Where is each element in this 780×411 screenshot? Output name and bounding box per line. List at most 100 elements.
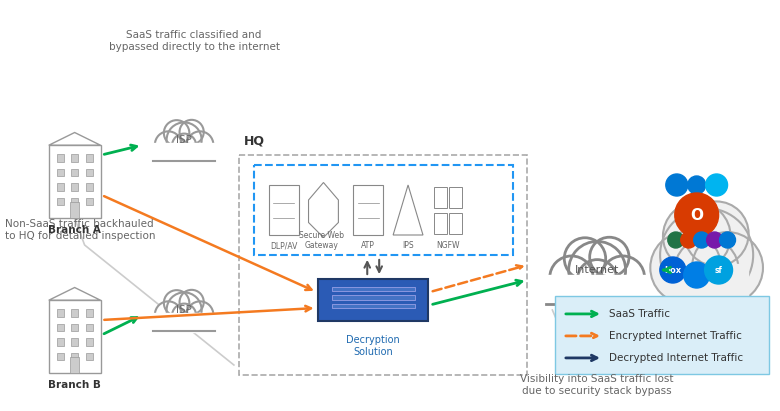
Text: Visibility into SaaS traffic lost
due to security stack bypass: Visibility into SaaS traffic lost due to… <box>520 374 674 396</box>
Circle shape <box>164 290 190 316</box>
FancyBboxPatch shape <box>318 279 428 321</box>
Circle shape <box>681 232 697 248</box>
Bar <box>665 263 748 314</box>
Text: SaaS Traffic: SaaS Traffic <box>609 309 670 319</box>
Circle shape <box>590 237 629 277</box>
Text: O: O <box>690 208 704 222</box>
Circle shape <box>668 232 684 248</box>
Circle shape <box>660 257 686 283</box>
Text: Branch A: Branch A <box>48 225 101 235</box>
Circle shape <box>706 174 728 196</box>
Bar <box>86 198 93 205</box>
Circle shape <box>684 201 749 266</box>
Circle shape <box>666 174 688 196</box>
Bar <box>86 353 93 360</box>
Bar <box>57 309 63 317</box>
Circle shape <box>569 241 626 299</box>
Bar <box>71 198 78 205</box>
Circle shape <box>186 301 214 328</box>
Text: IPS: IPS <box>402 241 414 250</box>
Circle shape <box>693 232 710 248</box>
Bar <box>71 154 78 162</box>
Circle shape <box>155 132 182 158</box>
Bar <box>57 183 63 191</box>
Circle shape <box>675 193 718 237</box>
Bar <box>434 187 447 208</box>
Bar <box>86 309 93 317</box>
Text: DLP/AV: DLP/AV <box>270 241 297 250</box>
Circle shape <box>720 232 736 248</box>
Text: Decrypted Internet Traffic: Decrypted Internet Traffic <box>609 353 743 363</box>
Bar <box>332 287 415 291</box>
Circle shape <box>601 256 644 300</box>
Text: ISP: ISP <box>176 305 192 315</box>
Circle shape <box>577 260 617 299</box>
Circle shape <box>186 132 214 158</box>
Bar <box>71 169 78 176</box>
Circle shape <box>172 304 197 328</box>
Bar <box>71 183 78 191</box>
Circle shape <box>707 232 722 248</box>
Circle shape <box>164 120 190 146</box>
Text: NGFW: NGFW <box>436 241 459 250</box>
Bar <box>434 212 447 233</box>
FancyBboxPatch shape <box>269 185 299 235</box>
Bar <box>71 338 78 346</box>
Text: Secure Web
Gateway: Secure Web Gateway <box>299 231 344 250</box>
FancyBboxPatch shape <box>254 165 512 255</box>
FancyBboxPatch shape <box>239 155 527 375</box>
Bar <box>57 323 63 331</box>
Text: Decryption
Solution: Decryption Solution <box>346 335 400 357</box>
Circle shape <box>172 134 197 158</box>
Circle shape <box>688 176 706 194</box>
Bar <box>86 183 93 191</box>
Bar <box>153 313 215 332</box>
Bar <box>71 323 78 331</box>
Circle shape <box>167 292 202 328</box>
Text: box: box <box>665 266 682 275</box>
Text: Encrypted Internet Traffic: Encrypted Internet Traffic <box>609 331 742 341</box>
Bar <box>71 309 78 317</box>
Text: sf: sf <box>714 266 722 275</box>
Circle shape <box>651 232 722 303</box>
Bar <box>57 353 63 360</box>
Bar <box>71 353 78 360</box>
FancyBboxPatch shape <box>353 185 383 235</box>
Bar <box>332 304 415 308</box>
Bar <box>49 145 101 217</box>
Bar <box>153 143 215 162</box>
Circle shape <box>179 290 204 314</box>
Circle shape <box>663 202 731 270</box>
Bar <box>86 154 93 162</box>
Text: Non-SaaS traffic backhauled
to HQ for detailed inspection: Non-SaaS traffic backhauled to HQ for de… <box>5 219 155 241</box>
Bar <box>70 202 80 217</box>
Circle shape <box>692 232 763 303</box>
Bar <box>86 169 93 176</box>
Circle shape <box>660 208 753 302</box>
Bar <box>332 296 415 300</box>
Circle shape <box>179 120 204 144</box>
Bar <box>57 198 63 205</box>
Circle shape <box>167 122 202 157</box>
Text: ISP: ISP <box>176 135 192 145</box>
Circle shape <box>550 256 593 300</box>
Bar <box>86 338 93 346</box>
Text: ATP: ATP <box>361 241 375 250</box>
Circle shape <box>155 301 182 328</box>
Bar <box>49 300 101 372</box>
Bar <box>57 154 63 162</box>
FancyBboxPatch shape <box>555 296 768 374</box>
Bar <box>449 212 462 233</box>
Text: Internet: Internet <box>575 265 619 275</box>
Bar <box>57 338 63 346</box>
Bar <box>449 187 462 208</box>
Circle shape <box>684 262 710 288</box>
Bar <box>70 357 80 372</box>
Bar <box>86 323 93 331</box>
Text: Branch B: Branch B <box>48 380 101 390</box>
Text: HQ: HQ <box>244 134 265 147</box>
Text: SaaS traffic classified and
bypassed directly to the internet: SaaS traffic classified and bypassed dir… <box>108 30 279 52</box>
Circle shape <box>675 238 739 302</box>
Circle shape <box>564 238 606 279</box>
Bar <box>57 169 63 176</box>
